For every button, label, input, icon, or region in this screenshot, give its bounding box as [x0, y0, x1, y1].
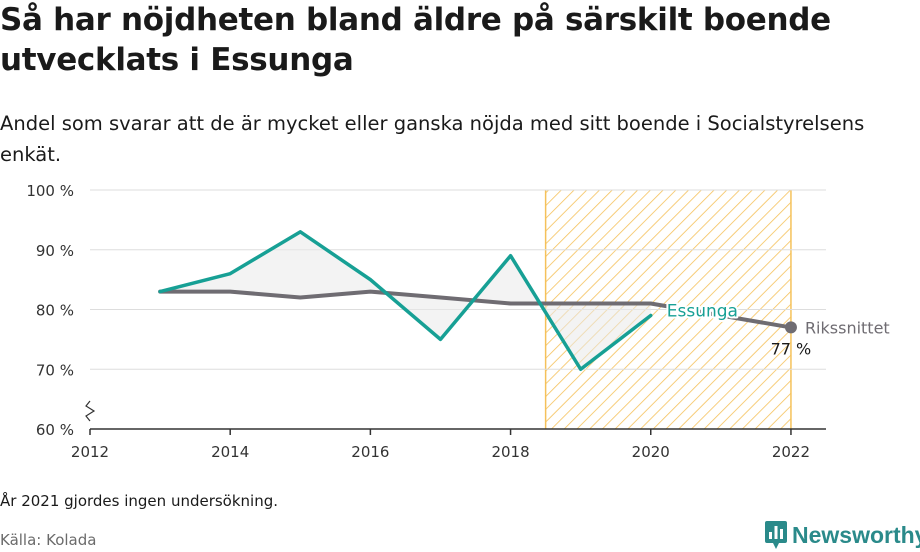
x-tick-label: 2022	[772, 443, 810, 461]
chart-title: Så har nöjdheten bland äldre på särskilt…	[0, 2, 831, 78]
x-tick-label: 2018	[491, 443, 529, 461]
x-tick-label: 2012	[71, 443, 109, 461]
series-line-riksnittet	[158, 289, 793, 330]
chart-subtitle: Andel som svarar att de är mycket eller …	[0, 112, 865, 166]
series-line-essunga	[158, 230, 653, 371]
line-chart: 60 %70 %80 %90 %100 % 2012 2014 2016 2018 20…	[26, 182, 890, 461]
x-axis-ticks: 2012 2014 2016 2018 2020 2022	[71, 429, 810, 461]
series-lines	[158, 230, 797, 371]
y-tick-label: 70 %	[36, 361, 74, 379]
source-credit: Källa: Kolada	[0, 531, 97, 549]
riksnittet-end-value: 77 %	[771, 339, 812, 358]
brand-logo: Newsworthy	[764, 520, 920, 550]
difference-fill	[160, 231, 651, 370]
x-tick-label: 2016	[351, 443, 389, 461]
y-tick-label: 90 %	[36, 242, 74, 260]
riksnittet-label: Rikssnittet	[805, 318, 890, 337]
riksnittet-end-point	[784, 321, 797, 334]
y-tick-label: 80 %	[36, 302, 74, 320]
x-tick-label: 2014	[211, 443, 249, 461]
y-tick-label: 100 %	[26, 182, 74, 200]
bar-chart-icon	[765, 521, 787, 549]
axis-break-icon	[85, 400, 96, 422]
x-tick-label: 2020	[632, 443, 670, 461]
essunga-label: Essunga	[667, 301, 738, 321]
brand-name: Newsworthy	[792, 521, 920, 548]
footnote: År 2021 gjordes ingen undersökning.	[0, 492, 279, 510]
y-axis-ticks: 60 % 70 % 80 % 90 % 100 %	[26, 182, 96, 439]
y-tick-label: 60 %	[36, 421, 74, 439]
series-labels: Essunga Rikssnittet 77 %	[665, 299, 890, 358]
difference-area	[160, 231, 651, 370]
